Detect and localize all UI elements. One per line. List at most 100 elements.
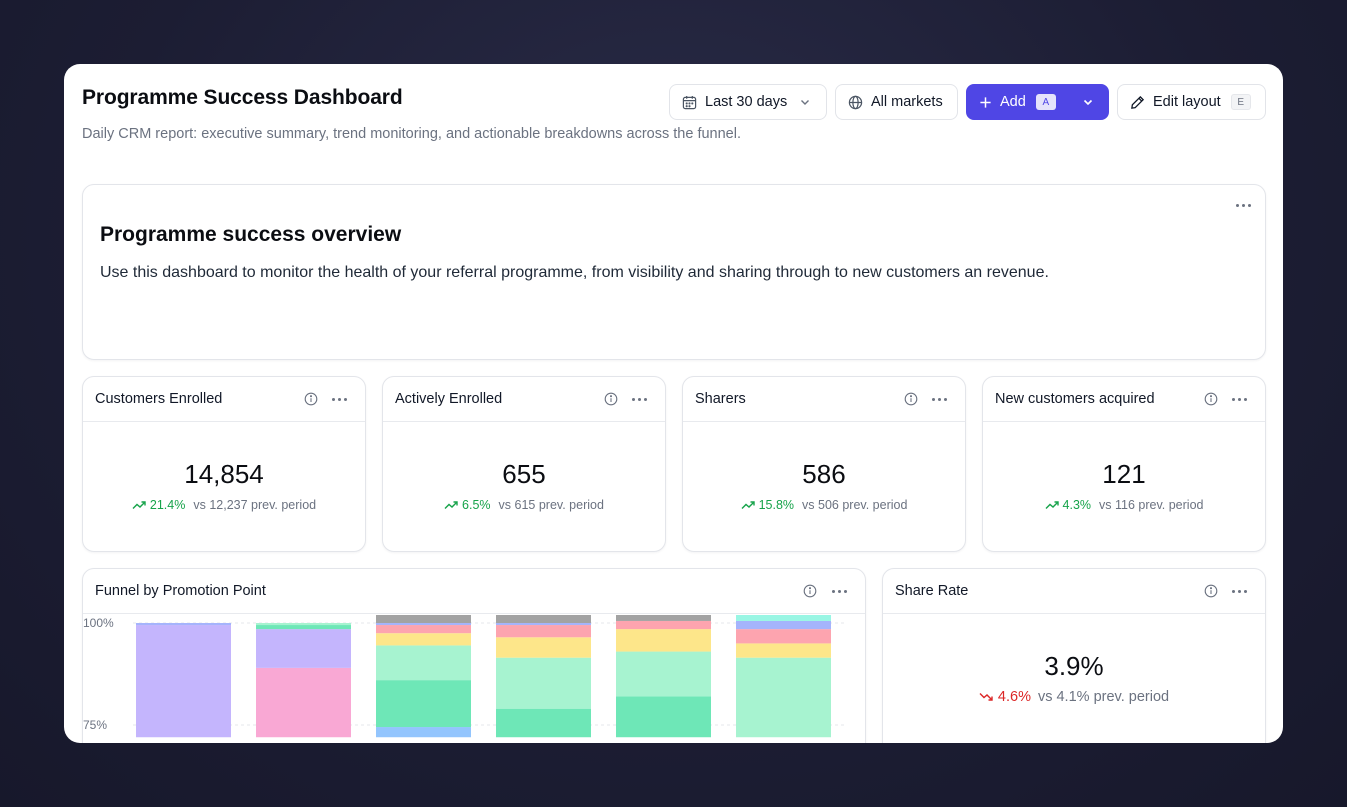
date-range-button[interactable]: Last 30 days (669, 84, 827, 120)
add-main-button[interactable]: Add A (967, 85, 1068, 119)
funnel-title: Funnel by Promotion Point (95, 583, 266, 599)
chevron-down-icon (801, 100, 810, 105)
kpi-value: 586 (802, 459, 846, 489)
funnel-chart-svg: 100% 75% (83, 604, 845, 738)
bar-segment[interactable] (736, 608, 831, 621)
bar-segment[interactable] (736, 629, 831, 644)
kpi-delta-percent: 15.8% (758, 498, 795, 512)
more-options-icon[interactable] (1232, 393, 1247, 405)
share-rate-delta-percent: 4.6% (997, 689, 1031, 705)
kpi-delta-percent: 6.5% (462, 498, 491, 512)
more-options-icon[interactable] (632, 393, 647, 405)
y-tick-label: 75% (83, 718, 107, 732)
info-icon[interactable] (304, 392, 318, 406)
bar-segment[interactable] (256, 623, 351, 626)
bar-segment[interactable] (376, 625, 471, 634)
bar-segment[interactable] (256, 629, 351, 668)
dashboard-window: Programme Success Dashboard Daily CRM re… (64, 64, 1283, 743)
info-icon[interactable] (803, 584, 817, 598)
add-button[interactable]: Add A (966, 84, 1109, 120)
kpi-card-new-customers-acquired: New customers acquired 121 4.3% vs 116 p… (982, 376, 1266, 552)
more-options-icon[interactable] (332, 393, 347, 405)
more-options-icon[interactable] (932, 393, 947, 405)
bar-segment[interactable] (136, 625, 231, 738)
bar-segment[interactable] (256, 625, 351, 630)
bar-segment[interactable] (616, 629, 711, 652)
edit-layout-label: Edit layout (1153, 94, 1221, 110)
funnel-chart: 100% 75% (83, 604, 865, 743)
more-options-icon[interactable] (1232, 585, 1247, 597)
trend-up-icon (444, 501, 458, 509)
kpi-comparison: vs 116 prev. period (1099, 498, 1204, 512)
markets-button[interactable]: All markets (835, 84, 958, 120)
info-icon[interactable] (904, 392, 918, 406)
kpi-title: Actively Enrolled (395, 391, 503, 407)
kpi-card-actively-enrolled: Actively Enrolled 655 6.5% vs 615 prev. … (382, 376, 666, 552)
overview-title: Programme success overview (100, 223, 402, 246)
bar-segment[interactable] (496, 637, 591, 658)
share-rate-title: Share Rate (895, 583, 969, 599)
kpi-value: 121 (1102, 459, 1146, 489)
bar-segment[interactable] (496, 708, 591, 738)
bar-segment[interactable] (376, 623, 471, 626)
bar-segment[interactable] (496, 657, 591, 709)
edit-layout-button[interactable]: Edit layout E (1117, 84, 1266, 120)
bar-segment[interactable] (376, 612, 471, 623)
plus-icon (980, 96, 991, 108)
overview-text: Use this dashboard to monitor the health… (100, 264, 1049, 281)
trend-up-icon (132, 501, 146, 509)
share-rate-card: Share Rate 3.9% 4.6% vs 4.1% prev. perio… (882, 568, 1266, 743)
trend-up-icon (741, 501, 755, 509)
bar-segment[interactable] (136, 623, 231, 626)
kpi-delta: 4.3% vs 116 prev. period (983, 498, 1265, 512)
bar-segment[interactable] (616, 696, 711, 738)
kpi-comparison: vs 506 prev. period (802, 498, 908, 512)
info-icon[interactable] (1204, 584, 1218, 598)
info-icon[interactable] (604, 392, 618, 406)
more-options-icon[interactable] (1236, 199, 1251, 211)
edit-shortcut-badge: E (1230, 94, 1251, 110)
chevron-down-icon (1083, 99, 1093, 106)
card-header: Customers Enrolled (83, 377, 365, 422)
bar-segment[interactable] (736, 620, 831, 630)
globe-icon (848, 95, 863, 109)
share-rate-delta: 4.6% vs 4.1% prev. period (883, 689, 1265, 705)
more-options-icon[interactable] (832, 585, 847, 597)
page-subtitle: Daily CRM report: executive summary, tre… (82, 126, 741, 142)
kpi-comparison: vs 615 prev. period (498, 498, 604, 512)
toolbar: Last 30 days All markets Add A (669, 84, 1266, 120)
share-rate-value: 3.9% (1044, 651, 1104, 681)
kpi-delta: 6.5% vs 615 prev. period (383, 498, 665, 512)
kpi-delta: 21.4% vs 12,237 prev. period (83, 498, 365, 512)
bar-segment[interactable] (496, 614, 591, 623)
trend-down-icon (979, 693, 993, 701)
funnel-chart-card: Funnel by Promotion Point 100% 75% (82, 568, 866, 743)
add-dropdown-toggle[interactable] (1068, 85, 1108, 119)
bar-segment[interactable] (736, 643, 831, 658)
bar-segment[interactable] (616, 612, 711, 621)
bar-segment[interactable] (376, 633, 471, 646)
kpi-card-customers-enrolled: Customers Enrolled 14,854 21.4% vs 12,23… (82, 376, 366, 552)
bar-segment[interactable] (376, 680, 471, 728)
bar-segment[interactable] (256, 667, 351, 738)
date-range-label: Last 30 days (705, 94, 788, 110)
kpi-value: 14,854 (184, 459, 264, 489)
bar-segment[interactable] (616, 651, 711, 697)
page-title: Programme Success Dashboard (82, 86, 403, 109)
card-header: Actively Enrolled (383, 377, 665, 422)
kpi-delta: 15.8% vs 506 prev. period (683, 498, 965, 512)
bar-segment[interactable] (736, 657, 831, 738)
info-icon[interactable] (1204, 392, 1218, 406)
kpi-title: Customers Enrolled (95, 391, 223, 407)
card-header: Sharers (683, 377, 965, 422)
bar-segment[interactable] (376, 727, 471, 738)
share-rate-comparison: vs 4.1% prev. period (1037, 689, 1170, 705)
bar-segment[interactable] (616, 620, 711, 630)
bar-segment[interactable] (496, 623, 591, 626)
pencil-icon (1131, 95, 1145, 109)
bar-segment[interactable] (376, 645, 471, 681)
calendar-icon (682, 95, 697, 109)
card-header: Funnel by Promotion Point (83, 569, 865, 614)
bar-segment[interactable] (496, 625, 591, 638)
card-header: New customers acquired (983, 377, 1265, 422)
